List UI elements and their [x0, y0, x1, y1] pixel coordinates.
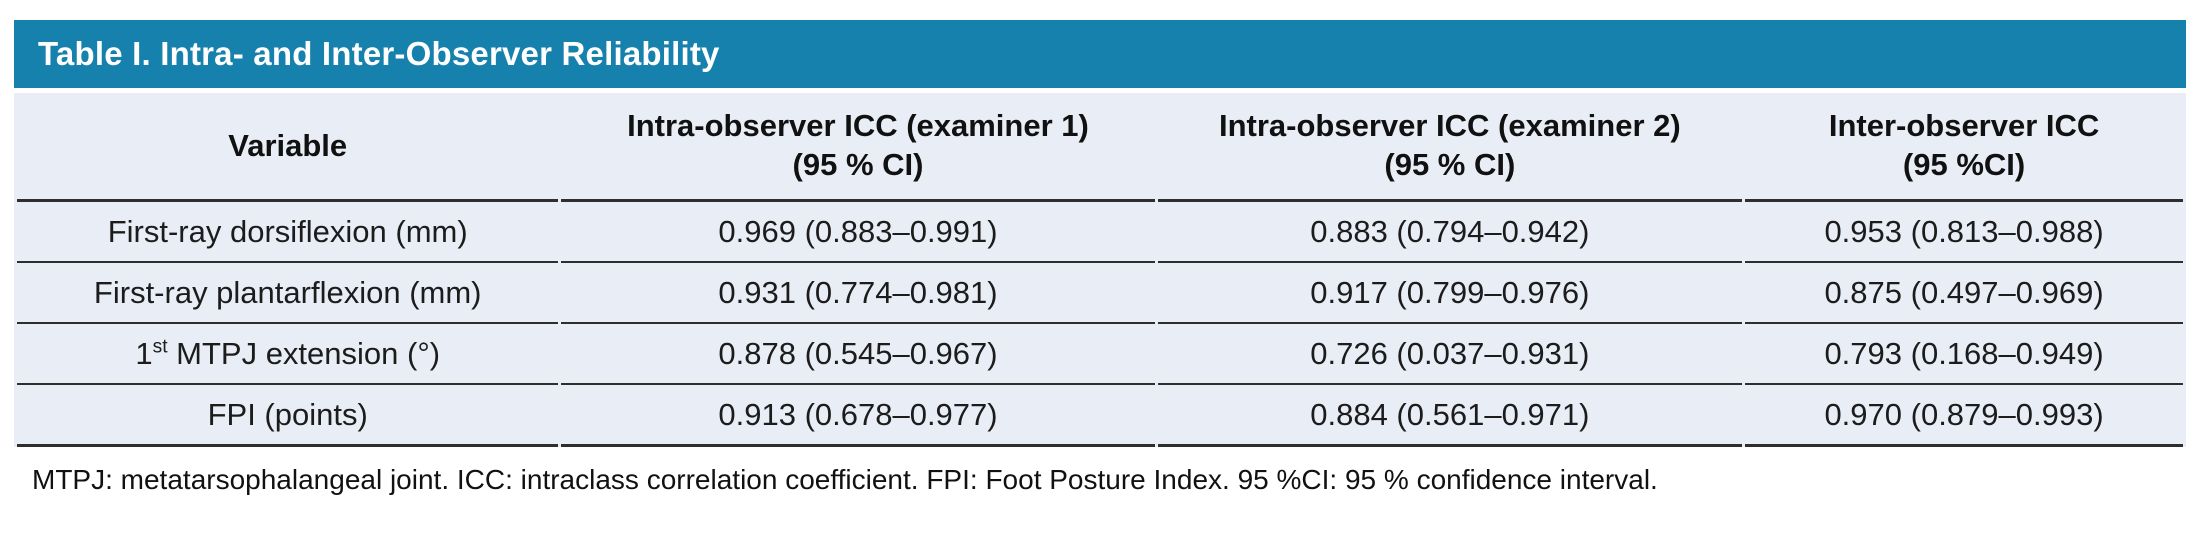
cell-variable: 1st MTPJ extension (°)	[17, 324, 559, 385]
variable-ordinal-superscript: st	[152, 336, 168, 358]
header-row: Variable Intra-observer ICC (examiner 1)…	[17, 93, 2183, 202]
table-row-mtpj-extension: 1st MTPJ extension (°) 0.878 (0.545–0.96…	[17, 324, 2183, 385]
cell-variable: FPI (points)	[17, 385, 559, 447]
col-header-subline: (95 %CI)	[1902, 147, 2026, 182]
cell-inter-observer-icc: 0.793 (0.168–0.949)	[1745, 324, 2183, 385]
col-header-inter-observer: Inter-observer ICC (95 %CI)	[1745, 93, 2183, 202]
variable-prefix: 1	[135, 335, 153, 371]
table-container: Table I. Intra- and Inter-Observer Relia…	[14, 20, 2186, 496]
table-header: Variable Intra-observer ICC (examiner 1)…	[17, 93, 2183, 202]
col-header-subline: (95 % CI)	[792, 147, 924, 182]
table-title-bar: Table I. Intra- and Inter-Observer Relia…	[14, 20, 2186, 88]
variable-suffix: MTPJ extension (°)	[167, 335, 441, 371]
cell-inter-observer-icc: 0.953 (0.813–0.988)	[1745, 202, 2183, 263]
cell-icc-examiner-1: 0.913 (0.678–0.977)	[561, 385, 1155, 447]
cell-inter-observer-icc: 0.875 (0.497–0.969)	[1745, 263, 2183, 324]
cell-inter-observer-icc: 0.970 (0.879–0.993)	[1745, 385, 2183, 447]
cell-variable: First-ray dorsiflexion (mm)	[17, 202, 559, 263]
col-header-intra-examiner-1: Intra-observer ICC (examiner 1) (95 % CI…	[561, 93, 1155, 202]
reliability-table: Variable Intra-observer ICC (examiner 1)…	[14, 93, 2186, 447]
cell-icc-examiner-2: 0.884 (0.561–0.971)	[1157, 385, 1743, 447]
cell-icc-examiner-2: 0.726 (0.037–0.931)	[1157, 324, 1743, 385]
col-header-label: Intra-observer ICC (examiner 2)	[1218, 108, 1681, 144]
cell-icc-examiner-1: 0.878 (0.545–0.967)	[561, 324, 1155, 385]
col-header-intra-examiner-2: Intra-observer ICC (examiner 2) (95 % CI…	[1157, 93, 1743, 202]
col-header-variable: Variable	[17, 93, 559, 202]
cell-icc-examiner-1: 0.931 (0.774–0.981)	[561, 263, 1155, 324]
cell-variable: First-ray plantarflexion (mm)	[17, 263, 559, 324]
cell-icc-examiner-2: 0.917 (0.799–0.976)	[1157, 263, 1743, 324]
table-body: First-ray dorsiflexion (mm) 0.969 (0.883…	[17, 202, 2183, 447]
table-row-fpi: FPI (points) 0.913 (0.678–0.977) 0.884 (…	[17, 385, 2183, 447]
col-header-label: Inter-observer ICC	[1828, 108, 2100, 144]
table-row-first-ray-dorsiflexion: First-ray dorsiflexion (mm) 0.969 (0.883…	[17, 202, 2183, 263]
table-title: Table I. Intra- and Inter-Observer Relia…	[38, 35, 720, 72]
table-row-first-ray-plantarflexion: First-ray plantarflexion (mm) 0.931 (0.7…	[17, 263, 2183, 324]
col-header-subline: (95 % CI)	[1384, 147, 1516, 182]
cell-icc-examiner-2: 0.883 (0.794–0.942)	[1157, 202, 1743, 263]
col-header-label: Variable	[228, 127, 348, 163]
table-footnote: MTPJ: metatarsophalangeal joint. ICC: in…	[32, 464, 1658, 495]
col-header-label: Intra-observer ICC (examiner 1)	[627, 108, 1089, 144]
cell-icc-examiner-1: 0.969 (0.883–0.991)	[561, 202, 1155, 263]
